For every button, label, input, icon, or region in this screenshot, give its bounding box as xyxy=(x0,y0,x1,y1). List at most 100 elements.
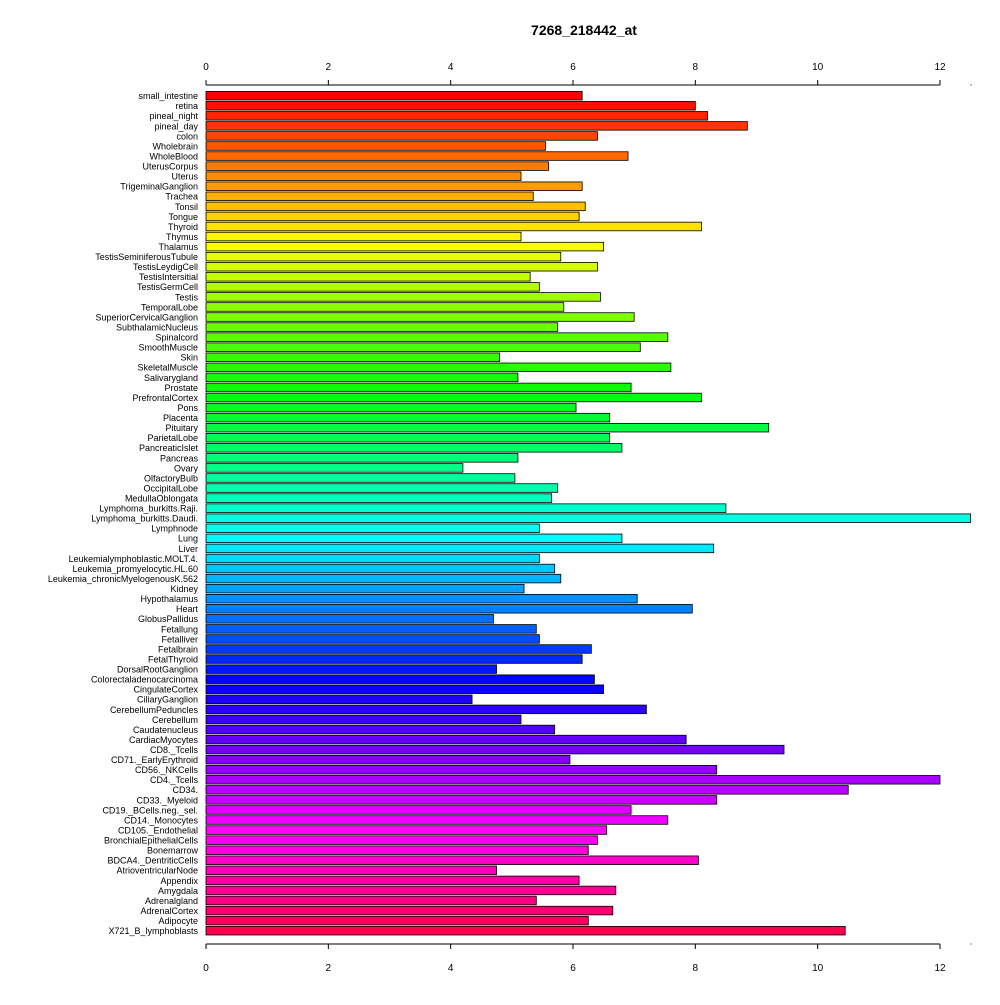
category-label: Ovary xyxy=(174,463,199,473)
x-tick-label: 0 xyxy=(203,963,209,974)
category-label: Thyroid xyxy=(168,222,198,232)
bar xyxy=(205,553,540,564)
bar xyxy=(205,211,580,222)
x-tick-label: 8 xyxy=(693,62,699,73)
category-label: Placenta xyxy=(163,413,198,423)
bar xyxy=(205,111,708,121)
category-label: BronchialEpithelialCells xyxy=(104,836,199,846)
category-label: Lymphoma_burkitts.Raji. xyxy=(99,504,198,514)
category-label: Thalamus xyxy=(158,242,198,252)
category-label: MedullaOblongata xyxy=(125,494,198,504)
category-label: TemporalLobe xyxy=(141,302,198,312)
category-label: Heart xyxy=(176,604,199,614)
category-label: Tongue xyxy=(168,212,198,222)
bar xyxy=(205,674,595,684)
x-tick-label: 12 xyxy=(934,62,946,73)
category-label: CD56._NKCells xyxy=(135,765,199,775)
bar xyxy=(205,724,556,735)
bar xyxy=(205,342,641,352)
category-label: Appendix xyxy=(160,876,198,886)
category-label: CD105._Endothelial xyxy=(118,825,198,835)
category-label: CiliaryGanglion xyxy=(137,695,198,705)
category-label: TestisIntersitial xyxy=(139,272,198,282)
category-label: Prostate xyxy=(164,383,198,393)
category-label: Tonsil xyxy=(175,202,198,212)
x-tick-label: 8 xyxy=(693,963,699,974)
category-label: AdrenalCortex xyxy=(140,906,198,916)
category-label: CardiacMyocytes xyxy=(129,735,199,745)
bar xyxy=(205,282,540,292)
category-label: Amygdala xyxy=(158,886,198,896)
category-label: CD4._Tcells xyxy=(150,775,199,785)
category-label: OccipitalLobe xyxy=(143,483,198,493)
x-tick-label: 2 xyxy=(326,62,332,73)
bar xyxy=(205,664,497,674)
bar xyxy=(205,503,727,513)
category-label: Lymphnode xyxy=(151,524,198,534)
bar xyxy=(205,644,592,654)
category-label: CerebellumPeduncles xyxy=(110,705,199,715)
category-label: OlfactoryBulb xyxy=(144,473,198,483)
bar xyxy=(205,372,519,383)
category-label: Kidney xyxy=(170,584,198,594)
category-label: Skin xyxy=(180,353,198,363)
bar xyxy=(205,624,537,634)
bar xyxy=(205,734,687,745)
category-label: TestisSeminiferousTubule xyxy=(95,252,198,262)
bar xyxy=(205,594,638,604)
bar xyxy=(205,765,718,775)
bar xyxy=(205,312,635,322)
bar xyxy=(205,251,562,262)
bar xyxy=(205,483,559,493)
category-label: CD34. xyxy=(172,785,198,795)
x-tick-label: 0 xyxy=(203,62,209,73)
bar xyxy=(205,714,522,725)
bar xyxy=(205,352,501,362)
bar xyxy=(205,855,699,865)
category-label: TestisLeydigCell xyxy=(133,262,198,272)
x-tick-label: 6 xyxy=(570,62,576,73)
bar xyxy=(205,151,629,161)
bar xyxy=(205,101,696,111)
bar xyxy=(205,241,604,252)
category-label: colon xyxy=(176,131,198,141)
bar xyxy=(205,443,623,453)
bar xyxy=(205,141,546,151)
bar xyxy=(205,473,516,483)
category-label: Thymus xyxy=(166,232,199,242)
bar xyxy=(205,573,562,584)
bar xyxy=(205,775,941,785)
bar xyxy=(205,523,540,533)
category-label: SkeletalMuscle xyxy=(137,363,198,373)
category-label: Bonemarrow xyxy=(147,846,199,856)
category-label: Leukemia_chronicMyelogenousK.562 xyxy=(48,574,198,584)
category-label: Wholebrain xyxy=(152,141,198,151)
category-label: Leukemia_promyelocytic.HL.60 xyxy=(72,564,198,574)
bar xyxy=(205,493,552,503)
bar xyxy=(205,513,971,523)
category-label: WholeBlood xyxy=(149,151,198,161)
bar xyxy=(205,453,519,463)
bar xyxy=(205,262,598,272)
category-label: TestisGermCell xyxy=(137,282,198,292)
category-label: Lung xyxy=(178,534,198,544)
bar xyxy=(205,533,623,544)
category-label: Pons xyxy=(177,403,198,413)
category-label: Salivarygland xyxy=(144,373,198,383)
category-label: DorsalRootGanglion xyxy=(117,665,198,675)
category-label: Pituitary xyxy=(165,423,198,433)
category-label: UterusCorpus xyxy=(142,162,198,172)
x-tick-label: 4 xyxy=(448,62,454,73)
bar xyxy=(205,272,531,282)
bar xyxy=(205,654,583,664)
bar xyxy=(205,815,669,825)
bar xyxy=(205,845,589,855)
category-label: Leukemialymphoblastic.MOLT.4. xyxy=(69,554,198,564)
category-label: Fetallung xyxy=(161,624,198,634)
bar xyxy=(205,885,617,896)
x-tick-label: 10 xyxy=(812,963,824,974)
category-label: retina xyxy=(175,101,198,111)
bar xyxy=(205,292,601,302)
bar xyxy=(205,362,672,373)
